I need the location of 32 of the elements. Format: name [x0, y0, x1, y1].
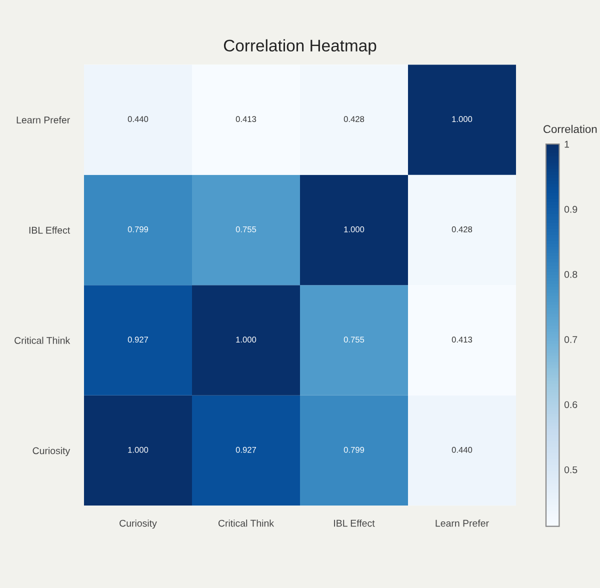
- color-bar-title: Correlation: [544, 124, 597, 134]
- data-label: 0.799: [344, 446, 364, 453]
- y-tick-label: IBL Effect: [29, 226, 70, 234]
- data-label: 1.000: [236, 336, 256, 343]
- data-label: 0.413: [452, 336, 472, 343]
- color-bar-label: 0.7: [564, 336, 578, 344]
- data-label: 1.000: [344, 226, 364, 232]
- data-label: 0.927: [236, 446, 256, 453]
- data-label: 1.000: [452, 116, 472, 122]
- data-label: 0.755: [344, 336, 364, 343]
- y-tick-label: Critical Think: [14, 336, 70, 344]
- color-bar-label: 0.9: [564, 206, 578, 213]
- x-tick-label: Critical Think: [218, 520, 274, 527]
- data-label: 0.440: [452, 446, 472, 453]
- x-tick-label: IBL Effect: [334, 520, 375, 527]
- data-label: 0.428: [344, 116, 364, 122]
- data-label: 0.413: [236, 116, 256, 122]
- color-bar-label: 0.6: [564, 401, 578, 408]
- x-tick-label: Curiosity: [120, 520, 157, 529]
- color-bar-label: 0.8: [564, 271, 578, 278]
- y-tick-label: Learn Prefer: [16, 116, 70, 124]
- color-bar-label: 0.5: [564, 466, 578, 474]
- data-label: 0.428: [452, 226, 472, 232]
- x-tick-label: Learn Prefer: [436, 520, 489, 527]
- data-label: 0.755: [236, 226, 256, 232]
- color-bar-label: 1: [564, 140, 569, 148]
- data-label: 0.927: [128, 336, 148, 343]
- chart-title: Correlation Heatmap: [224, 39, 376, 55]
- data-label: 0.799: [128, 226, 148, 232]
- data-label: 0.440: [128, 116, 148, 122]
- data-label: 1.000: [128, 446, 148, 453]
- y-tick-label: Curiosity: [32, 447, 70, 456]
